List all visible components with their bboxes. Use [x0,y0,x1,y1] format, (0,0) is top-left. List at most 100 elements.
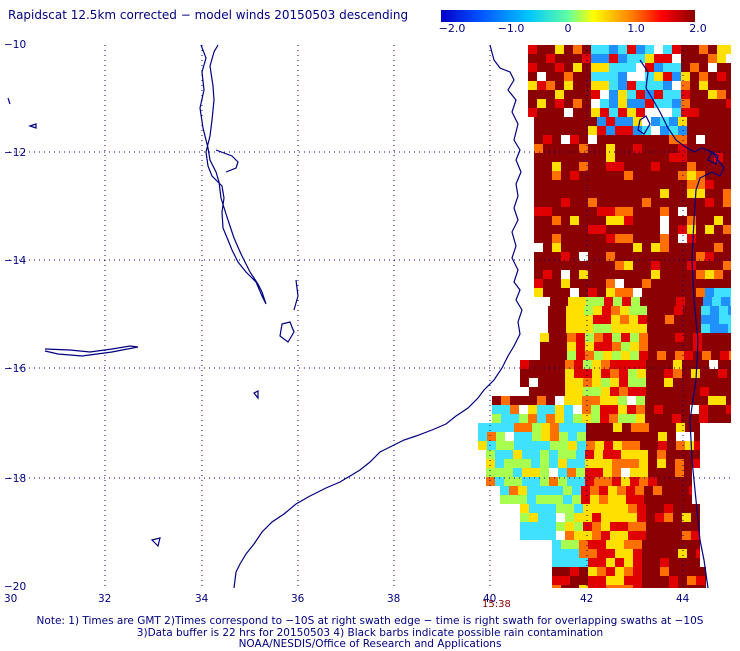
swath-cell [663,54,672,63]
swath-cell [628,387,637,396]
swath-cell [714,207,723,216]
swath-cell [573,99,582,108]
swath-cell [606,558,615,567]
swath-cell [543,243,552,252]
swath-cell [552,180,561,189]
swath-cell [518,486,527,495]
swath-cell [663,81,672,90]
swath-cell [672,81,681,90]
swath-cell [714,252,723,261]
swath-cell [723,207,731,216]
swath-cell [528,72,537,81]
swath-cell [619,522,628,531]
y-tick-label: −18 [4,473,26,485]
swath-cell [612,468,621,477]
swath-cell [537,99,546,108]
swath-cell [714,243,723,252]
swath-cell [681,99,690,108]
swath-cell [633,252,642,261]
swath-cell [636,90,645,99]
swath-cell [636,405,645,414]
swath-cell [687,576,696,585]
x-tick-label: 36 [291,593,305,605]
swath-cell [703,297,712,306]
swath-cell [486,450,495,459]
swath-cell [537,81,546,90]
swath-cell [642,117,651,126]
swath-cell [702,351,711,360]
swath-cell [648,351,657,360]
swath-cell [663,414,672,423]
swath-cell [723,117,731,126]
swath-cell [496,423,505,432]
swath-cell [633,261,642,270]
swath-cell [597,243,606,252]
swath-cell [669,234,678,243]
swath-cell [669,549,678,558]
swath-cell [647,306,656,315]
swath-cell [541,441,550,450]
swath-cell [619,513,628,522]
swath-cell [664,387,673,396]
swath-cell [555,99,564,108]
swath-cell [674,315,683,324]
swath-cell [687,279,696,288]
swath-cell [574,360,583,369]
swath-cell [520,522,529,531]
swath-cell [682,387,691,396]
swath-cell [609,405,618,414]
swath-cell [612,333,621,342]
swath-cell [673,387,682,396]
swath-cell [550,297,559,306]
swath-cell [495,450,504,459]
swath-cell [588,540,597,549]
swath-cell [660,540,669,549]
swath-cell [601,504,610,513]
swath-cell [537,45,546,54]
swath-cell [723,270,731,279]
swath-cell [664,369,673,378]
swath-cell [501,414,510,423]
swath-cell [606,216,615,225]
swath-cell [696,558,700,567]
swath-cell [720,333,729,342]
swath-cell [682,522,691,531]
swath-cell [555,45,564,54]
colorbar-tick-label: −2.0 [438,22,466,35]
swath-cell [615,162,624,171]
swath-cell [678,144,687,153]
colorbar-tick-label: 1.0 [627,22,645,35]
swath-cell [582,72,591,81]
swath-cell [609,90,618,99]
swath-cell [564,81,573,90]
swath-cell [660,567,669,576]
swath-cell [534,288,543,297]
swath-cell [504,477,513,486]
swath-cell [575,315,584,324]
swath-cell [681,396,690,405]
swath-cell [615,216,624,225]
swath-cell [667,423,676,432]
swath-cell [642,549,651,558]
swath-cell [561,117,570,126]
swath-cell [588,567,597,576]
swath-cell [531,450,540,459]
swath-cell [552,207,561,216]
swath-cell [726,414,731,423]
swath-cell [552,261,561,270]
swath-cell [663,63,672,72]
swath-cell [543,279,552,288]
swath-cell [672,99,681,108]
swath-cell [618,81,627,90]
swath-cell [684,477,692,486]
swath-cell [687,252,696,261]
swath-cell [699,72,708,81]
swath-cell [639,333,648,342]
swath-cell [714,135,723,144]
swath-cell [504,459,513,468]
swath-cell [577,441,586,450]
swath-cell [606,126,615,135]
swath-cell [522,477,531,486]
swath-cell [624,135,633,144]
swath-cell [561,153,570,162]
